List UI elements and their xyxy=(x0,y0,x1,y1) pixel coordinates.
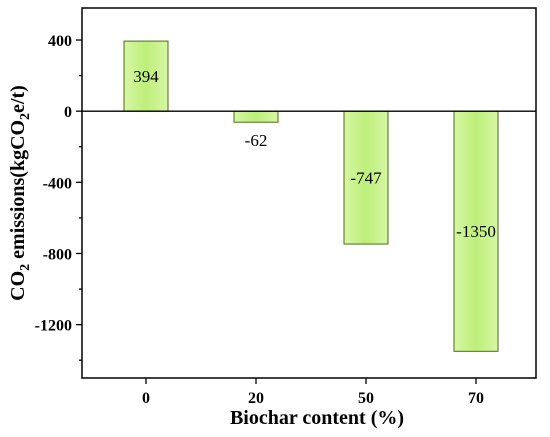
y-axis-title-part3: e/t) xyxy=(7,85,29,113)
data-label: 394 xyxy=(133,67,159,86)
bar-20 xyxy=(233,110,279,123)
bar-0 xyxy=(123,40,169,112)
y-axis-title-part2: emissions(kgCO xyxy=(7,120,29,264)
y-axis-title: CO2 emissions(kgCO2e/t) xyxy=(7,85,33,301)
y-axis-title-part1: CO xyxy=(7,271,29,301)
x-ticks: 0 20 50 70 xyxy=(142,378,484,407)
x-tick-label: 50 xyxy=(358,390,374,407)
data-label: -62 xyxy=(245,131,268,150)
y-ticks: -1200 -800 -400 0 400 xyxy=(35,33,82,361)
x-tick-label: 20 xyxy=(248,390,264,407)
data-label: -747 xyxy=(350,169,382,188)
x-axis-title: Biochar content (%) xyxy=(230,407,404,429)
data-labels: 394 -62 -747 -1350 xyxy=(133,67,496,241)
data-label: -1350 xyxy=(456,222,496,241)
y-axis-title-sub1: 2 xyxy=(18,264,33,271)
y-tick-label: -400 xyxy=(43,175,72,192)
plot-area-frame xyxy=(81,7,537,379)
y-tick-label: 0 xyxy=(64,104,72,121)
y-axis-title-sub2: 2 xyxy=(18,113,33,120)
x-tick-label: 0 xyxy=(142,390,150,407)
y-tick-label: -1200 xyxy=(35,318,72,335)
x-tick-label: 70 xyxy=(468,390,484,407)
bar-50 xyxy=(343,110,389,245)
y-tick-label: -800 xyxy=(43,246,72,263)
bars-layer xyxy=(123,40,499,352)
y-tick-label: 400 xyxy=(48,33,72,50)
